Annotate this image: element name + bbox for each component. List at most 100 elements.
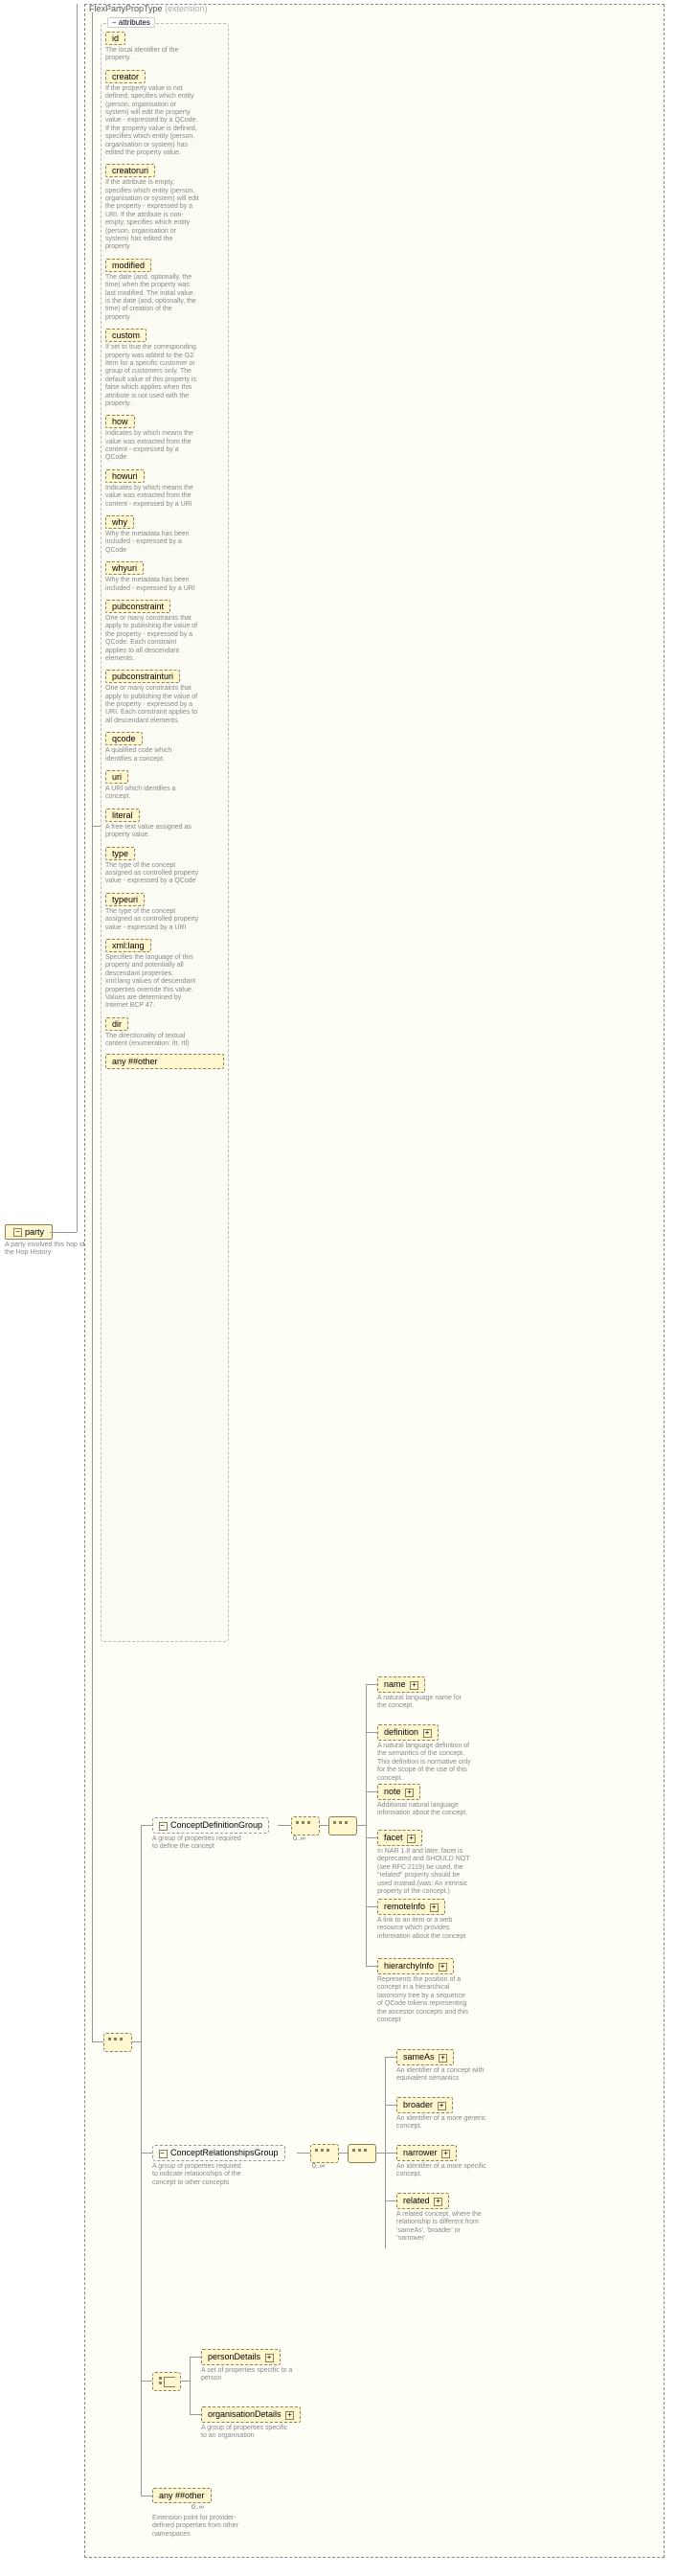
- attribute-typeuri: typeuri: [105, 893, 145, 906]
- attribute-desc: Why the metadata has been included - exp…: [105, 577, 199, 593]
- attribute-desc: The date (and, optionally, the time) whe…: [105, 274, 199, 322]
- sequence-compositor: [348, 2144, 376, 2163]
- concept-relationships-group: −ConceptRelationshipsGroup: [152, 2145, 285, 2161]
- expand-icon[interactable]: +: [265, 2354, 274, 2362]
- connector: [338, 2153, 348, 2154]
- attribute-desc: Why the metadata has been included - exp…: [105, 531, 199, 555]
- root-element: −party: [5, 1224, 53, 1240]
- connector: [385, 2153, 396, 2154]
- root-label: party: [25, 1227, 44, 1237]
- connector: [77, 4, 78, 1232]
- element-note: note +: [377, 1784, 420, 1800]
- group-desc: A group of properties required to define…: [152, 1835, 246, 1852]
- attribute-literal: literal: [105, 809, 140, 822]
- connector: [356, 1825, 366, 1826]
- expand-icon[interactable]: +: [430, 1904, 439, 1912]
- element-desc: A group of properties specific to an org…: [201, 2425, 295, 2441]
- connector: [297, 2153, 310, 2154]
- element-related: related +: [396, 2193, 449, 2209]
- expand-icon[interactable]: +: [407, 1835, 416, 1843]
- element-desc: In NAR 1.8 and later, facet is deprecate…: [377, 1848, 471, 1896]
- attribute-desc: The type of the concept assigned as cont…: [105, 908, 199, 932]
- attribute-desc: The type of the concept assigned as cont…: [105, 862, 199, 886]
- attribute-desc: A free-text value assigned as property v…: [105, 824, 199, 840]
- expand-icon[interactable]: +: [439, 1963, 447, 1972]
- expand-icon[interactable]: +: [405, 1789, 414, 1797]
- expand-icon[interactable]: +: [441, 2150, 450, 2158]
- element-narrower: narrower +: [396, 2145, 457, 2161]
- connector: [141, 2153, 152, 2154]
- attribute-xml:lang: xml:lang: [105, 939, 151, 952]
- connector: [375, 2153, 385, 2154]
- attribute-creator: creator: [105, 70, 146, 83]
- connector: [92, 2041, 103, 2042]
- attribute-creatoruri: creatoruri: [105, 164, 155, 177]
- element-label: organisationDetails: [208, 2409, 282, 2419]
- choice-compositor: [152, 2372, 181, 2391]
- element-label: facet: [384, 1833, 403, 1842]
- connector: [190, 2357, 201, 2358]
- attribute-desc: Indicates by which means the value was e…: [105, 485, 199, 509]
- element-desc: A natural language name for the concept.: [377, 1695, 471, 1711]
- expand-icon[interactable]: +: [285, 2411, 294, 2420]
- attribute-desc: A qualified code which identifies a conc…: [105, 747, 199, 764]
- element-desc: A link to an item or a web resource whic…: [377, 1917, 471, 1941]
- connector: [366, 1906, 377, 1907]
- expand-icon[interactable]: +: [438, 2102, 446, 2110]
- attributes-panel: − attributes idThe local identifier of t…: [101, 23, 229, 1642]
- connector: [366, 1791, 377, 1792]
- sequence-compositor: [310, 2144, 339, 2163]
- connector: [190, 2414, 201, 2415]
- connector: [278, 1825, 291, 1826]
- connector: [92, 826, 101, 827]
- element-desc: A set of properties specific to a person: [201, 2367, 295, 2383]
- attribute-desc: If the attribute is empty, specifies whi…: [105, 179, 199, 252]
- attribute-dir: dir: [105, 1017, 128, 1031]
- connector: [385, 2200, 396, 2201]
- collapse-icon[interactable]: −: [13, 1228, 22, 1237]
- occurrence: 0..∞: [312, 2163, 325, 2170]
- occurrence: 0..∞: [293, 1835, 305, 1842]
- expand-icon[interactable]: +: [423, 1729, 432, 1738]
- expand-icon[interactable]: +: [439, 2054, 447, 2063]
- person-details-element: personDetails +: [201, 2349, 281, 2365]
- attribute-pubconstrainturi: pubconstrainturi: [105, 670, 180, 683]
- type-name: FlexPartyPropType (extension): [89, 4, 208, 13]
- element-label: definition: [384, 1727, 418, 1737]
- element-label: name: [384, 1679, 406, 1689]
- attribute-whyuri: whyuri: [105, 561, 144, 575]
- element-sameAs: sameAs +: [396, 2049, 454, 2065]
- any-desc: Extension point for provider-defined pro…: [152, 2515, 246, 2539]
- attribute-desc: The directionality of textual content (e…: [105, 1033, 199, 1049]
- expand-icon[interactable]: +: [410, 1681, 418, 1690]
- attribute-howuri: howuri: [105, 469, 145, 483]
- attributes-title: − attributes: [107, 17, 155, 28]
- bottom-any: any ##other: [152, 2488, 212, 2503]
- element-hierarchyInfo: hierarchyInfo +: [377, 1958, 454, 1974]
- attribute-id: id: [105, 32, 125, 45]
- connector: [385, 2105, 396, 2106]
- connector: [141, 1825, 142, 2496]
- element-broader: broader +: [396, 2097, 453, 2113]
- expand-icon[interactable]: +: [434, 2198, 442, 2206]
- element-label: hierarchyInfo: [384, 1961, 434, 1971]
- connector: [190, 2357, 191, 2414]
- collapse-icon[interactable]: −: [159, 1822, 168, 1831]
- element-name: name +: [377, 1676, 425, 1693]
- diagram-canvas: −party A party involved this hop of the …: [0, 0, 676, 2576]
- connector: [141, 2381, 152, 2382]
- element-desc: An identifier of a more specific concept…: [396, 2163, 490, 2179]
- connector: [50, 1232, 77, 1233]
- element-label: sameAs: [403, 2052, 435, 2062]
- root-desc: A party involved this hop of the Hop His…: [5, 1242, 86, 1258]
- connector: [366, 1732, 377, 1733]
- connector: [92, 12, 93, 2041]
- sequence-compositor: [328, 1816, 357, 1835]
- connector: [141, 1825, 152, 1826]
- element-desc: A natural language definition of the sem…: [377, 1743, 471, 1783]
- connector: [385, 2057, 396, 2058]
- attribute-custom: custom: [105, 329, 146, 342]
- attribute-why: why: [105, 515, 134, 529]
- element-facet: facet +: [377, 1830, 422, 1846]
- collapse-icon[interactable]: −: [159, 2150, 168, 2158]
